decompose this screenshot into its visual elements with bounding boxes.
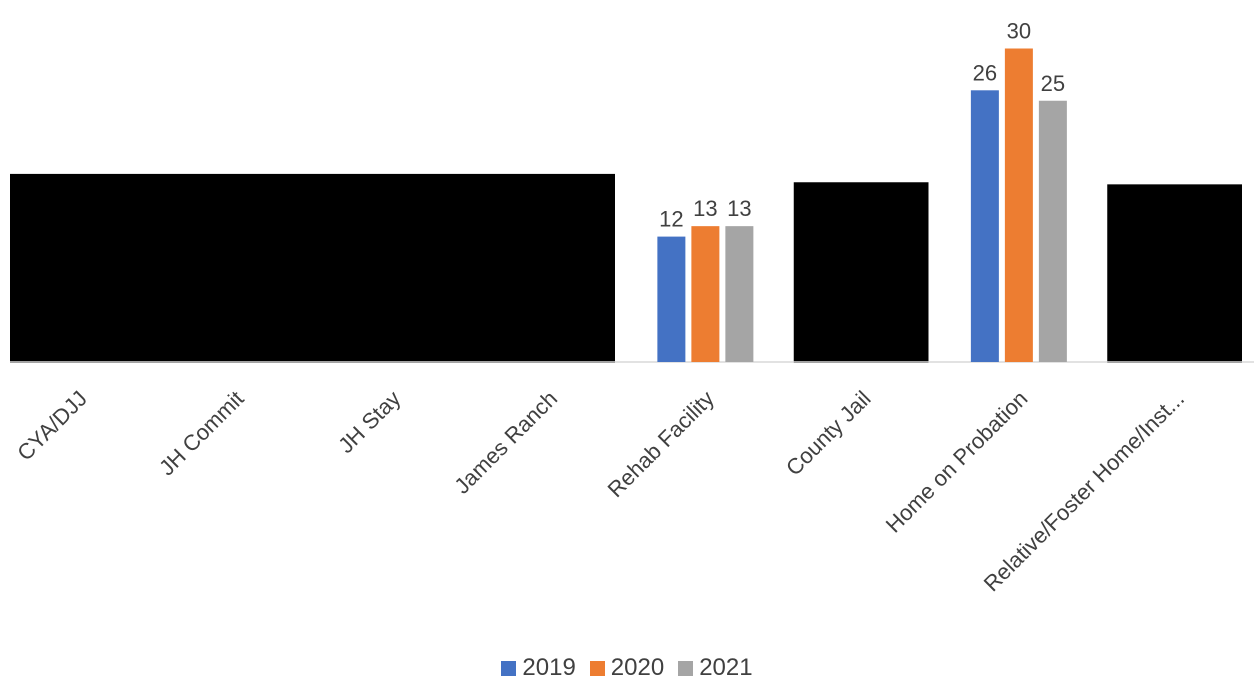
data-label-2019-4: 12 [659,207,683,232]
data-label-2019-6: 26 [973,60,997,85]
bar-2020-6 [1004,48,1033,362]
bar-group [657,48,1067,363]
bar-2021-4 [725,226,754,362]
category-label-2: JH Stay [333,386,405,458]
legend-item-2020: 2020 [589,654,665,682]
category-label-5: County Jail [781,386,876,481]
category-label-0: CYA/DJJ [12,386,92,466]
category-label-4: Rehab Facility [603,386,719,502]
bar-2021-6 [1038,100,1067,362]
data-label-2020-4: 13 [693,196,717,221]
legend-swatch-2021 [678,660,694,676]
category-label-3: James Ranch [449,386,562,499]
legend-item-2019: 2019 [501,654,576,682]
redaction-blocks [10,173,1242,363]
legend-item-2021: 2021 [678,654,753,682]
legend-swatch-2019 [501,660,517,676]
data-label-2021-6: 25 [1041,71,1065,96]
data-label-group: 12 13 13 26 30 25 [659,19,1065,232]
legend-label-2019: 2019 [522,654,576,681]
bar-2019-4 [657,236,686,362]
legend-swatch-2020 [589,660,605,676]
category-label-6: Home on Probation [881,386,1033,538]
data-label-2020-6: 30 [1007,19,1031,44]
redaction-block-1 [793,182,929,363]
category-label-1: JH Commit [154,386,249,481]
legend: 2019 2020 2021 [0,654,1254,682]
redaction-block-2 [1107,184,1242,363]
data-label-2021-4: 13 [727,196,751,221]
redaction-block-0 [10,173,615,363]
bar-2019-6 [970,90,999,363]
legend-label-2021: 2021 [699,654,753,681]
bar-2020-4 [691,226,720,362]
category-label-group: CYA/DJJ JH Commit JH Stay James Ranch Rehab … [12,386,1189,596]
legend-label-2020: 2020 [610,654,665,681]
